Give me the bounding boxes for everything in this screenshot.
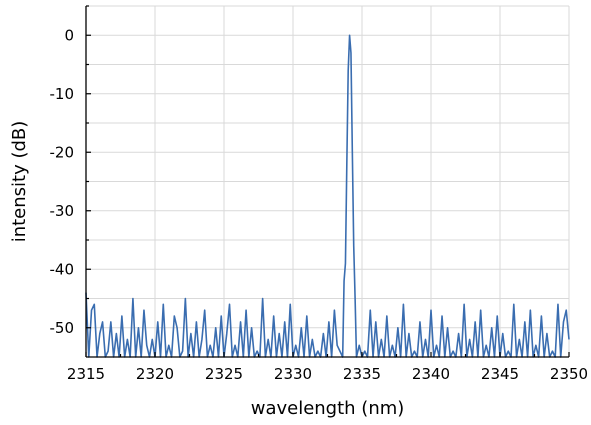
y-tick-label: 0 xyxy=(64,26,74,44)
y-tick-label: -40 xyxy=(50,260,75,278)
y-tick-label: -20 xyxy=(50,143,75,161)
spectrum-line xyxy=(85,34,570,358)
x-tick-label: 2335 xyxy=(343,365,381,383)
y-tick-label: -10 xyxy=(50,85,75,103)
plot-area xyxy=(85,34,570,358)
y-tick-label: -30 xyxy=(50,202,75,220)
x-tick-label: 2345 xyxy=(481,365,519,383)
y-tick-label: -50 xyxy=(50,319,75,337)
x-tick-label: 2325 xyxy=(205,365,243,383)
x-axis-title: wavelength (nm) xyxy=(251,398,405,419)
x-tick-label: 2350 xyxy=(550,365,588,383)
grid xyxy=(85,5,570,358)
y-axis-title: intensity (dB) xyxy=(9,121,30,243)
axes: 2315 2320 2325 2330 2335 2340 2345 2350 0 -10 -20 -… xyxy=(50,5,588,383)
x-tick-label: 2320 xyxy=(136,365,174,383)
x-tick-label: 2330 xyxy=(274,365,312,383)
x-tick-label: 2340 xyxy=(412,365,450,383)
x-tick-label: 2315 xyxy=(67,365,105,383)
